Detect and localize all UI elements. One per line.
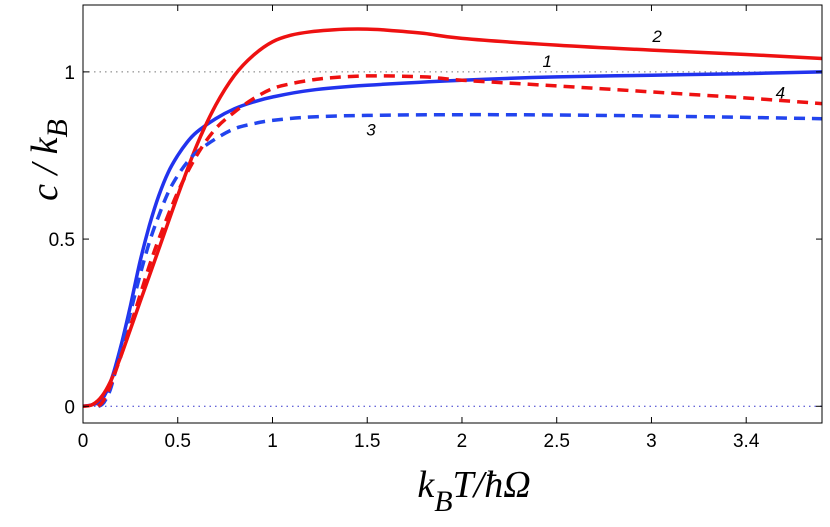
y-tick-label: 1 bbox=[64, 63, 75, 84]
curves bbox=[82, 27, 823, 409]
series-4-line bbox=[96, 74, 823, 408]
y-axis-label: c / kB bbox=[24, 119, 74, 201]
reference-lines bbox=[83, 71, 822, 407]
x-tick-label: 2 bbox=[457, 431, 468, 452]
ticks: 0 0.5 1 1.5 2 2.5 3 3.4 0 0.5 1 bbox=[49, 5, 822, 452]
curve-label-1: 1 bbox=[543, 52, 552, 71]
series-1-line bbox=[82, 70, 823, 409]
x-tick-label: 1 bbox=[267, 431, 278, 452]
plot-frame bbox=[82, 4, 823, 424]
x-tick-label: 2.5 bbox=[544, 431, 570, 452]
curve-label-4: 4 bbox=[776, 84, 785, 103]
curve-label-3: 3 bbox=[366, 120, 376, 139]
curve-labels: 1 2 3 4 bbox=[366, 27, 785, 140]
series-2-line bbox=[82, 27, 823, 409]
x-tick-label: 3 bbox=[646, 431, 657, 452]
x-tick-label: 0.5 bbox=[165, 431, 191, 452]
y-tick-label: 0.5 bbox=[49, 230, 75, 251]
x-tick-label: 1.5 bbox=[354, 431, 380, 452]
y-tick-label: 0 bbox=[64, 397, 75, 418]
curve-label-2: 2 bbox=[651, 27, 662, 46]
x-tick-label: 3.4 bbox=[733, 431, 760, 452]
x-axis-label: kBT/ħΩ bbox=[417, 464, 530, 518]
x-tick-label: 0 bbox=[78, 431, 89, 452]
series-3-line bbox=[97, 112, 823, 408]
